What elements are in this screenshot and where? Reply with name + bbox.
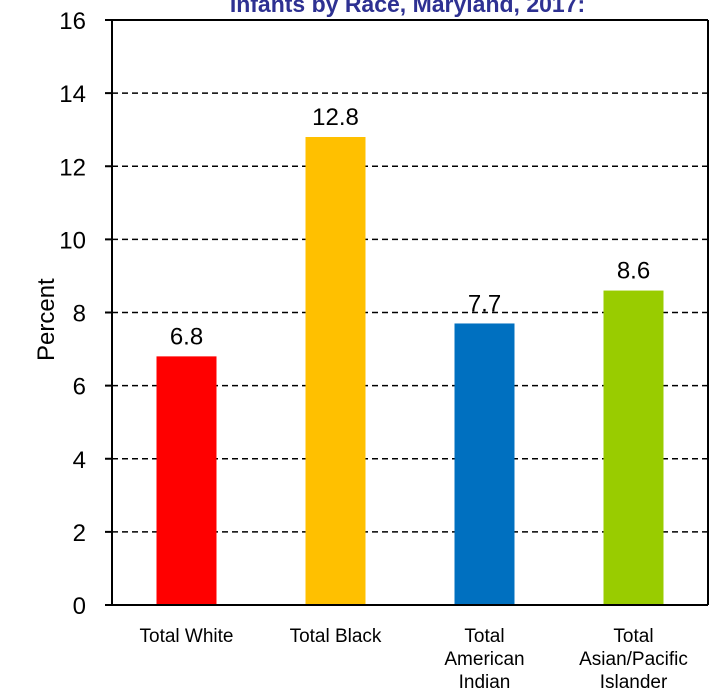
category-label: Total [464, 626, 504, 647]
category-label: Total White [140, 626, 234, 647]
category-label: Total [613, 626, 653, 647]
bar [156, 356, 217, 605]
y-tick-label: 12 [59, 154, 86, 181]
bar [454, 323, 515, 605]
chart-title: Infants by Race, Maryland, 2017: [229, 0, 586, 17]
category-label: Islander [600, 672, 668, 693]
y-tick-label: 10 [59, 227, 86, 254]
bar [305, 137, 366, 605]
category-label: Total Black [290, 626, 382, 647]
y-tick-label: 16 [59, 8, 86, 35]
data-label: 8.6 [617, 258, 650, 285]
y-tick-label: 8 [73, 301, 86, 328]
y-tick-label: 4 [73, 447, 86, 474]
bar [603, 290, 664, 605]
category-label: Indian [459, 672, 511, 693]
y-tick-label: 14 [59, 81, 86, 108]
data-label: 6.8 [170, 323, 203, 350]
y-tick-label: 6 [73, 374, 86, 401]
category-label: American [444, 649, 524, 670]
y-tick-label: 0 [73, 593, 86, 620]
category-label: Asian/Pacific [579, 649, 688, 670]
y-tick-label: 2 [73, 520, 86, 547]
data-label: 12.8 [312, 104, 359, 131]
data-label: 7.7 [468, 290, 501, 317]
